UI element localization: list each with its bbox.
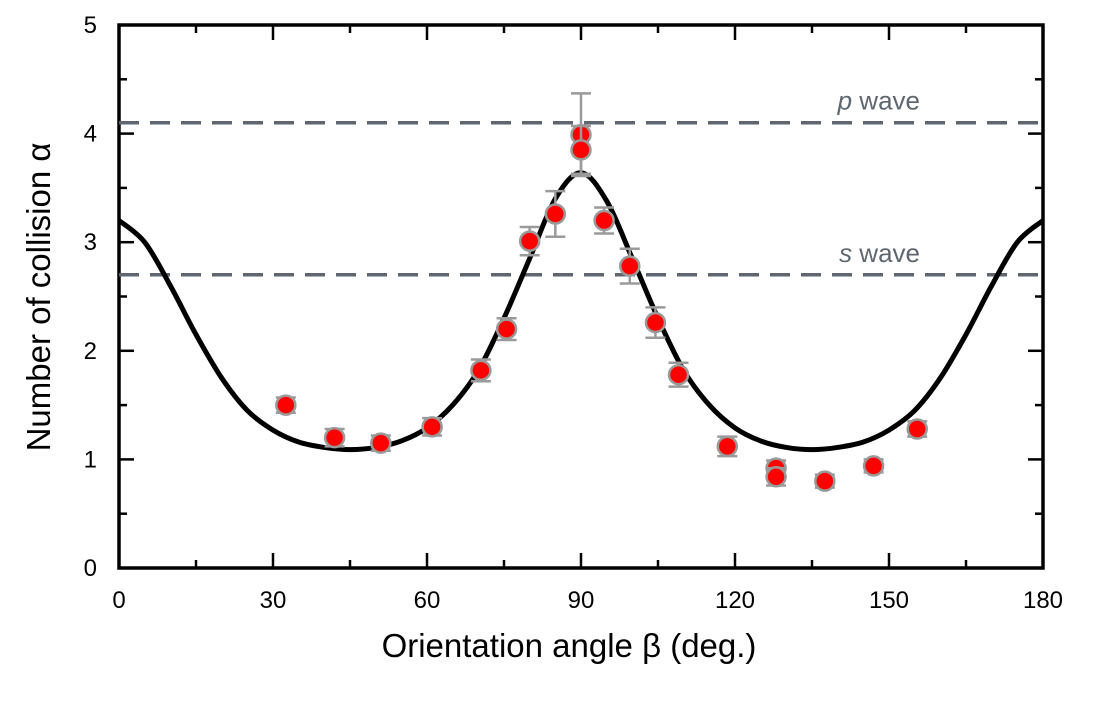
point-marker bbox=[370, 432, 392, 454]
data-point bbox=[814, 470, 836, 492]
point-marker bbox=[570, 139, 592, 161]
data-point bbox=[716, 435, 739, 458]
point-marker bbox=[495, 318, 518, 340]
data-point bbox=[421, 416, 443, 438]
y-axis-title: Number of collision α bbox=[20, 143, 57, 452]
point-marker bbox=[421, 416, 443, 438]
point-marker bbox=[323, 426, 346, 449]
data-point bbox=[544, 189, 567, 239]
data-point bbox=[906, 418, 928, 440]
x-tick-label: 150 bbox=[869, 587, 909, 614]
data-point bbox=[593, 206, 615, 235]
point-marker bbox=[862, 455, 885, 477]
x-tick-label: 0 bbox=[112, 587, 125, 614]
point-marker bbox=[765, 466, 787, 488]
x-tick-label: 120 bbox=[715, 587, 755, 614]
point-marker bbox=[275, 394, 297, 416]
y-tick-label: 1 bbox=[84, 446, 97, 473]
point-marker bbox=[518, 230, 541, 252]
data-point bbox=[518, 225, 541, 257]
point-marker bbox=[619, 255, 641, 277]
point-marker bbox=[644, 311, 667, 334]
y-tick-label: 4 bbox=[84, 121, 97, 148]
y-tick-label: 5 bbox=[84, 12, 97, 39]
reference-line-label: p wave bbox=[837, 86, 920, 116]
model-curve bbox=[117, 170, 1045, 453]
data-point bbox=[765, 466, 787, 488]
y-tick-label: 0 bbox=[84, 555, 97, 582]
point-marker bbox=[544, 203, 567, 225]
reference-line-label: s wave bbox=[839, 238, 920, 268]
y-tick-label: 3 bbox=[84, 229, 97, 256]
axis-ticks: 0 30 60 90 120 150 180 0 1 2 3 4 5 bbox=[84, 12, 1063, 614]
point-marker bbox=[593, 209, 615, 232]
data-point bbox=[644, 306, 667, 340]
x-tick-label: 90 bbox=[568, 587, 595, 614]
x-tick-label: 60 bbox=[414, 587, 441, 614]
x-axis-title: Orientation angle β (deg.) bbox=[382, 627, 757, 664]
data-point bbox=[495, 316, 518, 342]
y-tick-label: 2 bbox=[84, 338, 97, 365]
point-marker bbox=[667, 363, 690, 386]
data-point bbox=[470, 358, 492, 383]
data-point bbox=[323, 426, 346, 449]
reference-lines: p wave s wave bbox=[119, 86, 1043, 277]
data-points bbox=[275, 92, 928, 492]
x-tick-label: 180 bbox=[1023, 587, 1063, 614]
data-point bbox=[862, 455, 885, 477]
point-marker bbox=[906, 418, 928, 440]
point-marker bbox=[716, 435, 739, 458]
data-point bbox=[619, 247, 641, 285]
point-marker bbox=[814, 470, 836, 492]
data-point bbox=[667, 361, 690, 388]
data-point bbox=[370, 432, 392, 454]
point-marker bbox=[470, 359, 492, 382]
x-tick-label: 30 bbox=[260, 587, 287, 614]
data-point bbox=[570, 124, 592, 176]
data-point bbox=[275, 394, 297, 416]
